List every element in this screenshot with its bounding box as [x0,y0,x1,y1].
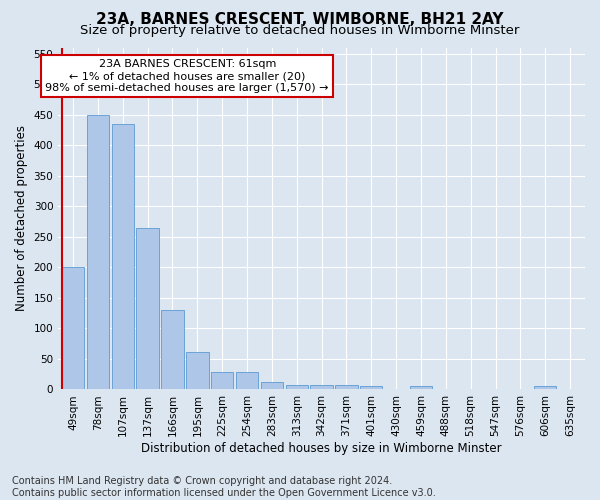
Bar [236,372,258,390]
Bar [186,352,209,390]
Bar [360,386,382,390]
Text: 23A BARNES CRESCENT: 61sqm
← 1% of detached houses are smaller (20)
98% of semi-: 23A BARNES CRESCENT: 61sqm ← 1% of detac… [46,60,329,92]
X-axis label: Distribution of detached houses by size in Wimborne Minster: Distribution of detached houses by size … [141,442,502,455]
Bar [286,384,308,390]
Bar [62,268,84,390]
Bar [112,124,134,390]
Bar [260,382,283,390]
Text: Size of property relative to detached houses in Wimborne Minster: Size of property relative to detached ho… [80,24,520,37]
Bar [87,114,109,390]
Bar [136,228,159,390]
Bar [335,384,358,390]
Bar [410,386,432,390]
Bar [211,372,233,390]
Bar [534,386,556,390]
Bar [310,384,333,390]
Text: Contains HM Land Registry data © Crown copyright and database right 2024.
Contai: Contains HM Land Registry data © Crown c… [12,476,436,498]
Y-axis label: Number of detached properties: Number of detached properties [15,126,28,312]
Text: 23A, BARNES CRESCENT, WIMBORNE, BH21 2AY: 23A, BARNES CRESCENT, WIMBORNE, BH21 2AY [96,12,504,28]
Bar [161,310,184,390]
